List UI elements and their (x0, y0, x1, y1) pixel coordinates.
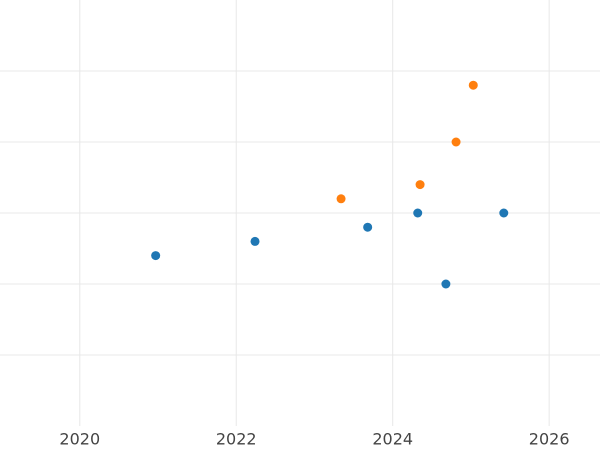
point (151, 251, 161, 261)
x-tick-label: 2022 (216, 430, 257, 449)
x-tick-label: 2020 (59, 430, 100, 449)
x-tick-label: 2026 (529, 430, 570, 449)
point (499, 208, 509, 218)
point (413, 208, 423, 218)
x-tick-label: 2024 (372, 430, 413, 449)
point (415, 180, 425, 190)
point (451, 137, 461, 147)
point (363, 222, 373, 232)
point (336, 194, 346, 204)
point (250, 236, 260, 246)
point (441, 279, 451, 289)
point (468, 80, 478, 90)
